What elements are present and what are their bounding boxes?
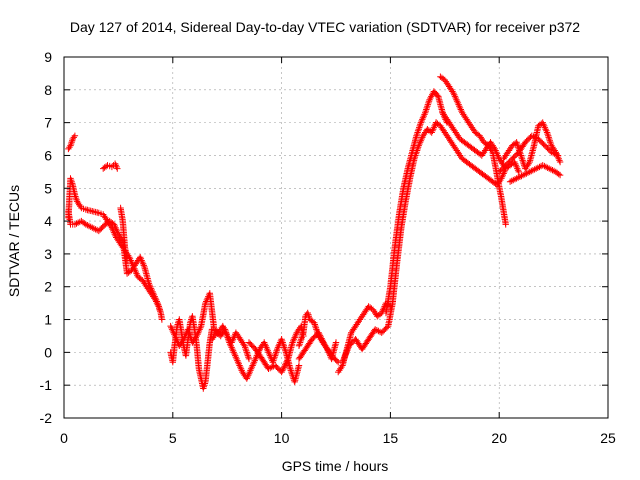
- x-tick-label: 5: [169, 430, 177, 446]
- data-point-markers: [437, 73, 509, 228]
- y-tick-label: 9: [44, 49, 52, 65]
- x-tick-label: 10: [274, 430, 290, 446]
- data-point-markers: [506, 162, 564, 185]
- x-tick-label: 20: [491, 430, 507, 446]
- x-tick-label: 25: [600, 430, 616, 446]
- data-points: [65, 73, 564, 392]
- y-tick-label: 4: [44, 213, 52, 229]
- data-point-markers: [65, 208, 163, 313]
- x-tick-label: 0: [60, 430, 68, 446]
- chart-title: Day 127 of 2014, Sidereal Day-to-day VTE…: [70, 19, 580, 35]
- x-tick-label: 15: [383, 430, 399, 446]
- data-point-markers: [432, 119, 522, 189]
- grid-lines: [64, 57, 608, 418]
- data-point-markers: [382, 88, 451, 317]
- data-point-markers: [117, 204, 131, 264]
- plot-frame: [63, 56, 609, 419]
- y-tick-label: 2: [44, 279, 52, 295]
- y-tick-label: -1: [40, 377, 53, 393]
- data-point-markers: [245, 322, 307, 376]
- data-point-markers: [295, 329, 342, 366]
- y-tick-label: 3: [44, 246, 52, 262]
- data-point-markers: [439, 109, 507, 169]
- y-tick-label: 6: [44, 147, 52, 163]
- data-point-markers: [65, 132, 79, 153]
- x-axis-label: GPS time / hours: [282, 458, 389, 474]
- data-point-markers: [65, 175, 166, 323]
- y-tick-label: 5: [44, 180, 52, 196]
- y-tick-label: 1: [44, 312, 52, 328]
- x-axis: 0 5 10 15 20 25: [60, 57, 616, 446]
- data-point-markers: [496, 132, 562, 176]
- y-axis-label: SDTVAR / TECUs: [6, 185, 22, 297]
- y-tick-label: 0: [44, 344, 52, 360]
- y-tick-label: 8: [44, 82, 52, 98]
- data-point-markers: [339, 119, 440, 366]
- data-point-markers: [167, 313, 216, 392]
- y-tick-label: -2: [40, 410, 53, 426]
- y-axis: -2 -1 0 1 2 3 4 5 6 7 8 9: [40, 49, 608, 426]
- y-tick-label: 7: [44, 115, 52, 131]
- data-point-markers: [100, 160, 121, 172]
